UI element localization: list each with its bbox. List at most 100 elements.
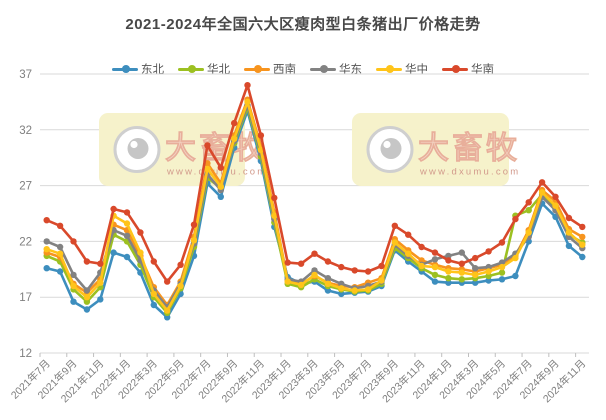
data-point bbox=[552, 193, 559, 200]
data-point bbox=[43, 217, 50, 224]
data-point bbox=[164, 307, 171, 314]
data-point bbox=[177, 261, 184, 268]
watermark-url-text: www.dxumu.com bbox=[419, 167, 520, 178]
data-point bbox=[56, 250, 64, 257]
data-point bbox=[83, 258, 91, 265]
data-point bbox=[552, 202, 559, 209]
data-point bbox=[43, 246, 50, 253]
legend-label: 华南 bbox=[471, 64, 494, 76]
data-point bbox=[70, 238, 77, 245]
data-point bbox=[431, 263, 439, 271]
data-point bbox=[137, 249, 144, 256]
data-point bbox=[217, 193, 224, 200]
data-point bbox=[190, 221, 198, 228]
data-point bbox=[164, 314, 171, 321]
data-point bbox=[297, 260, 305, 267]
chart-legend: 东北 华北 西南 华东 华中 华南 bbox=[0, 60, 606, 78]
data-point bbox=[364, 268, 372, 275]
data-point bbox=[498, 276, 506, 283]
data-point bbox=[324, 258, 332, 265]
data-point bbox=[525, 207, 532, 214]
series-marker-icon bbox=[112, 65, 138, 74]
data-point bbox=[97, 296, 104, 303]
data-point bbox=[472, 254, 479, 262]
data-point bbox=[123, 253, 131, 261]
data-point bbox=[445, 268, 452, 275]
series-marker-icon bbox=[178, 65, 204, 74]
data-point bbox=[338, 263, 345, 271]
data-point bbox=[391, 222, 398, 229]
data-point bbox=[445, 275, 452, 282]
data-point bbox=[123, 209, 131, 216]
data-point bbox=[351, 287, 358, 294]
data-point bbox=[351, 267, 358, 274]
data-point bbox=[150, 301, 157, 309]
data-point bbox=[97, 279, 104, 286]
legend-item-huadong: 华东 bbox=[310, 61, 362, 77]
series-marker-icon bbox=[376, 65, 402, 74]
legend-item-xinan: 西南 bbox=[244, 61, 296, 77]
data-point bbox=[485, 268, 492, 275]
data-point bbox=[498, 259, 506, 266]
data-point bbox=[391, 239, 398, 246]
data-point bbox=[338, 290, 345, 298]
data-point bbox=[579, 253, 586, 261]
data-point bbox=[110, 249, 117, 256]
data-point bbox=[565, 214, 573, 222]
data-point bbox=[311, 267, 318, 274]
data-point bbox=[43, 265, 50, 272]
data-point bbox=[56, 243, 64, 251]
data-point bbox=[525, 199, 532, 206]
data-point bbox=[512, 272, 519, 280]
data-point bbox=[150, 290, 157, 298]
data-point bbox=[485, 272, 492, 280]
data-point bbox=[123, 220, 131, 227]
data-point bbox=[70, 282, 77, 290]
chart-title: 2021-2024年全国六大区瘦肉型白条猪出厂价格走势 bbox=[125, 16, 481, 33]
series-marker-icon bbox=[442, 65, 468, 74]
data-point bbox=[431, 278, 439, 285]
data-point bbox=[498, 239, 506, 246]
data-point bbox=[431, 271, 439, 279]
data-point bbox=[458, 276, 465, 283]
data-point bbox=[378, 277, 385, 284]
y-axis-tick-label: 17 bbox=[19, 292, 32, 304]
data-point bbox=[458, 249, 465, 256]
data-point bbox=[43, 238, 50, 245]
data-point bbox=[431, 249, 439, 256]
legend-label: 华北 bbox=[207, 64, 230, 76]
data-point bbox=[56, 222, 64, 229]
watermark-brand-text: 大畜牧 bbox=[165, 131, 267, 166]
data-point bbox=[137, 229, 144, 236]
data-point bbox=[244, 82, 251, 89]
y-axis-tick-label: 12 bbox=[19, 348, 32, 360]
y-axis-tick-label: 27 bbox=[19, 181, 32, 193]
data-point bbox=[217, 164, 224, 171]
legend-item-huanan: 华南 bbox=[442, 61, 494, 77]
data-point bbox=[83, 287, 91, 294]
data-point bbox=[485, 248, 492, 255]
legend-item-dongbei: 东北 bbox=[112, 61, 164, 77]
gridlines: 12 17 22 27 32 37 bbox=[19, 69, 589, 360]
data-point bbox=[324, 287, 332, 294]
y-axis-tick-label: 32 bbox=[19, 125, 32, 137]
data-point bbox=[177, 282, 184, 290]
series-marker-icon bbox=[244, 65, 270, 74]
data-point bbox=[458, 260, 465, 267]
data-point bbox=[231, 119, 238, 127]
data-point bbox=[458, 269, 465, 276]
data-point bbox=[257, 132, 265, 139]
data-point bbox=[405, 250, 412, 257]
series-marker-icon bbox=[310, 65, 336, 74]
data-point bbox=[217, 183, 224, 190]
data-point bbox=[204, 165, 211, 173]
data-point bbox=[418, 257, 425, 264]
data-point bbox=[83, 298, 91, 305]
data-point bbox=[498, 263, 506, 271]
data-point bbox=[338, 285, 345, 292]
data-point bbox=[311, 271, 318, 279]
data-point bbox=[83, 294, 91, 301]
data-point bbox=[378, 262, 385, 270]
